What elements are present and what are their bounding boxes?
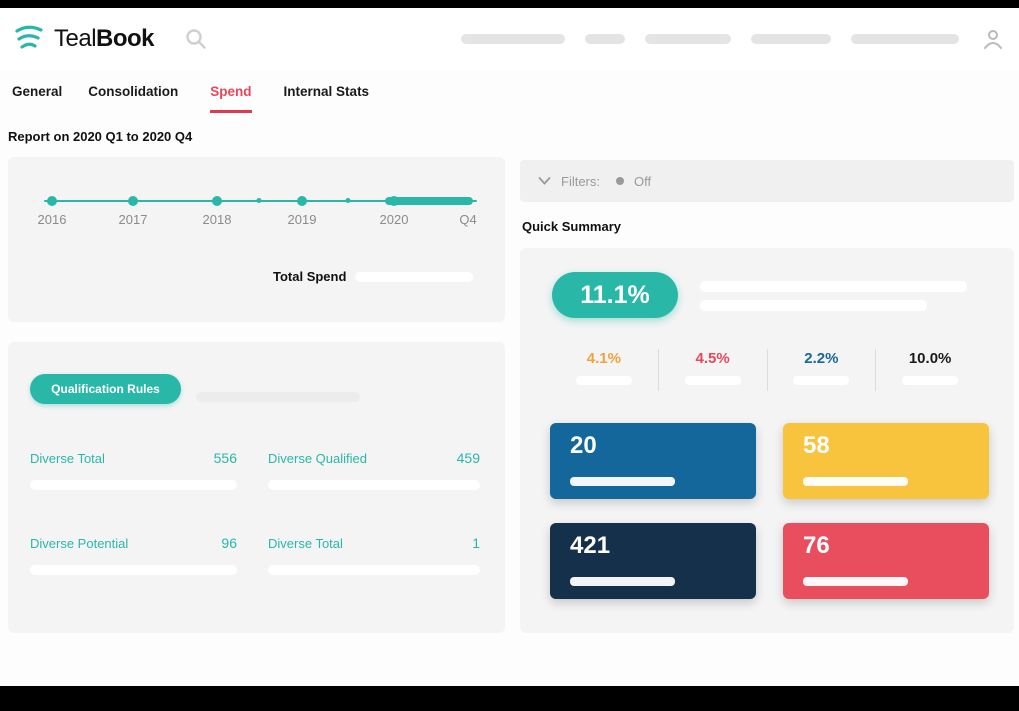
quick-summary-card: 11.1% 4.1% 4.5% 2.2% 10.0% — [520, 248, 1014, 633]
stat-value: 459 — [456, 450, 480, 466]
stat-diverse-total: Diverse Total 556 — [30, 450, 237, 490]
tealbook-logo[interactable]: TealBook — [14, 24, 155, 54]
stat-card-placeholder-bar — [570, 477, 675, 486]
timeline-label-q4: Q4 — [459, 212, 477, 227]
filters-status: Off — [634, 173, 652, 189]
tealbook-logo-icon — [14, 24, 48, 54]
breakdown-placeholder-bar — [902, 376, 959, 385]
total-spend-label: Total Spend — [273, 269, 347, 284]
nav-placeholder-bar — [751, 34, 831, 44]
divider — [766, 348, 768, 391]
nav-placeholder-bar — [851, 34, 959, 44]
stat-placeholder-bar — [30, 480, 237, 490]
headline-percent-badge: 11.1% — [552, 272, 678, 318]
stat-placeholder-bar — [30, 565, 237, 575]
timeline-label-2019: 2019 — [287, 212, 317, 227]
nav-placeholder-bar — [461, 34, 565, 44]
report-tabs: General Consolidation Spend Internal Sta… — [12, 84, 369, 113]
timeline-label-2016: 2016 — [37, 212, 67, 227]
tab-general[interactable]: General — [12, 84, 63, 99]
divider — [875, 348, 877, 391]
qualification-rules-button[interactable]: Qualification Rules — [30, 374, 181, 404]
stat-card-placeholder-bar — [803, 577, 908, 586]
spend-timeline-card: 2016 2017 2018 2019 2020 Q4 Total Spend — [8, 157, 505, 322]
breakdown-placeholder-bar — [575, 376, 632, 385]
filters-bar[interactable]: Filters: Off — [520, 160, 1014, 202]
breakdown-percent: 10.0% — [908, 350, 952, 367]
divider — [657, 348, 659, 391]
header-nav-placeholders — [461, 34, 959, 44]
stat-card-placeholder-bar — [803, 477, 908, 486]
qualification-card: Qualification Rules Diverse Total 556 Di… — [8, 342, 505, 633]
summary-stat-card-red: 76 — [783, 523, 989, 599]
summary-stat-card-navy: 421 — [550, 523, 756, 599]
filters-status-dot-icon — [616, 177, 624, 185]
breakdown-percent: 4.5% — [695, 350, 730, 367]
breakdown-cell: 4.5% — [659, 346, 767, 393]
breakdown-placeholder-bar — [793, 376, 850, 385]
quick-summary-title: Quick Summary — [522, 219, 621, 234]
timeline-dot-2016 — [47, 196, 57, 206]
nav-placeholder-bar — [585, 34, 625, 44]
timeline-label-2018: 2018 — [202, 212, 232, 227]
top-letterbox-bar — [0, 0, 1019, 8]
timeline-mid-dot — [256, 198, 262, 203]
stat-diverse-potential: Diverse Potential 96 — [30, 535, 237, 575]
total-spend-value-placeholder — [355, 272, 473, 282]
nav-placeholder-bar — [645, 34, 731, 44]
summary-placeholder-bar — [700, 300, 927, 311]
stat-label: Diverse Potential — [30, 536, 129, 551]
qualification-placeholder-bar — [196, 392, 360, 402]
stat-label: Diverse Total — [268, 536, 343, 551]
stat-label: Diverse Total — [30, 451, 105, 466]
breakdown-percent: 2.2% — [804, 350, 839, 367]
timeline-mid-dot — [345, 198, 351, 203]
breakdown-cell: 10.0% — [876, 346, 984, 393]
stat-value: 1 — [472, 535, 480, 551]
breakdown-placeholder-bar — [684, 376, 741, 385]
breakdown-cell: 4.1% — [550, 346, 658, 393]
stat-value: 556 — [213, 450, 237, 466]
timeline-dot-2018 — [212, 196, 222, 206]
breakdown-cell: 2.2% — [768, 346, 876, 393]
timeline-dot-2019 — [297, 196, 307, 206]
timeline-label-2017: 2017 — [118, 212, 148, 227]
stat-card-value: 76 — [803, 532, 830, 559]
logo-wordmark: TealBook — [54, 25, 155, 52]
stat-card-value: 58 — [803, 432, 830, 459]
stat-diverse-total-2: Diverse Total 1 — [268, 535, 480, 575]
timeline-dot-2017 — [128, 196, 138, 206]
chevron-down-icon[interactable] — [538, 176, 551, 186]
stat-diverse-qualified: Diverse Qualified 459 — [268, 450, 480, 490]
summary-stat-card-yellow: 58 — [783, 423, 989, 499]
user-profile-icon[interactable] — [981, 27, 1005, 51]
stat-placeholder-bar — [268, 480, 480, 490]
bottom-letterbox-bar — [0, 686, 1019, 711]
timeline-selected-range — [385, 197, 473, 205]
search-icon[interactable] — [184, 27, 208, 51]
stat-value: 96 — [221, 535, 237, 551]
tab-spend[interactable]: Spend — [210, 84, 252, 113]
breakdown-percent: 4.1% — [586, 350, 621, 367]
report-title: Report on 2020 Q1 to 2020 Q4 — [8, 129, 193, 144]
stat-label: Diverse Qualified — [268, 451, 367, 466]
summary-placeholder-bar — [700, 281, 967, 292]
stat-card-placeholder-bar — [570, 577, 675, 586]
stat-card-value: 20 — [570, 432, 597, 459]
filters-label: Filters: — [561, 173, 600, 189]
stat-placeholder-bar — [268, 565, 480, 575]
tab-consolidation[interactable]: Consolidation — [88, 84, 179, 99]
stat-card-value: 421 — [570, 532, 611, 559]
summary-stat-card-blue: 20 — [550, 423, 756, 499]
tab-internal-stats[interactable]: Internal Stats — [283, 84, 370, 99]
percent-breakdown-row: 4.1% 4.5% 2.2% 10.0% — [550, 346, 984, 393]
app-header: TealBook — [0, 8, 1019, 70]
timeline-label-2020: 2020 — [379, 212, 409, 227]
